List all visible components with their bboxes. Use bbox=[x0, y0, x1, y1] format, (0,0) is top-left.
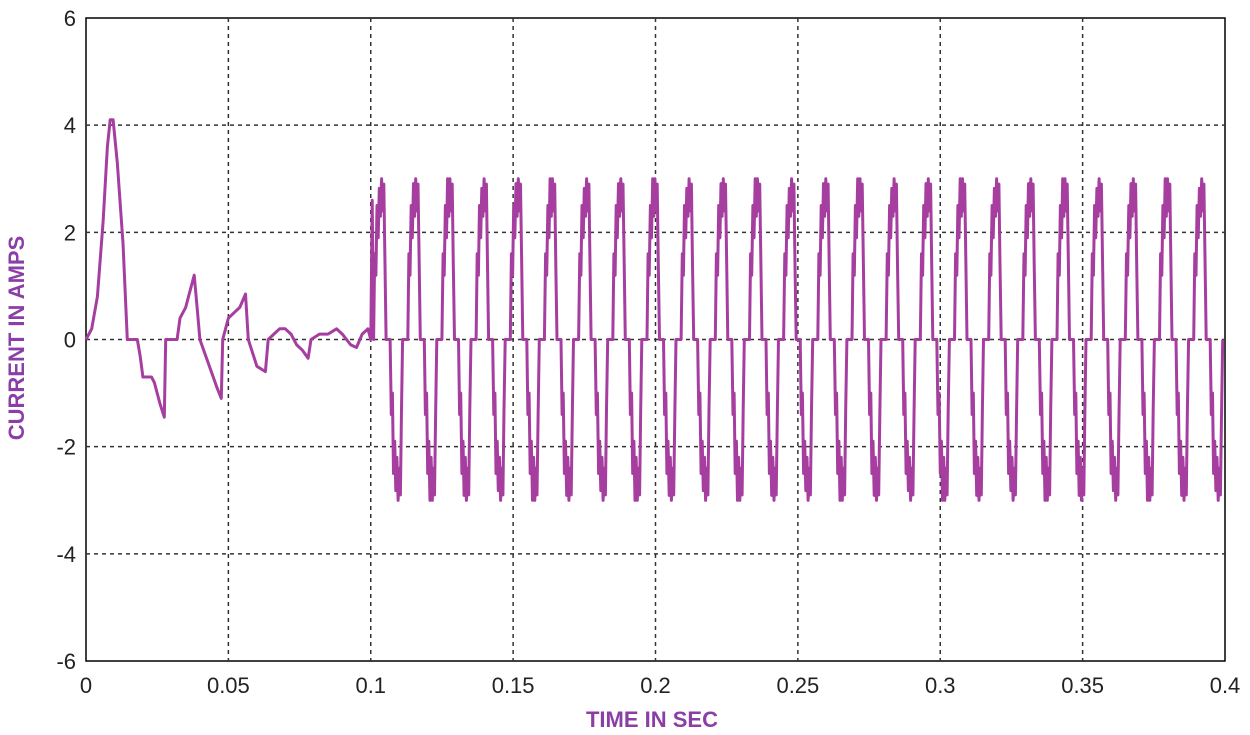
y-tick-label: 6 bbox=[64, 6, 76, 31]
y-tick-label: -4 bbox=[56, 542, 76, 567]
x-tick-label: 0 bbox=[80, 673, 92, 698]
y-tick-label: 4 bbox=[64, 113, 76, 138]
current-series-line bbox=[84, 118, 1225, 502]
x-tick-labels: 0 0.05 0.1 0.15 0.2 0.25 0.3 0.35 0.4 bbox=[80, 673, 1240, 698]
series-group bbox=[84, 118, 1225, 502]
y-tick-label: 2 bbox=[64, 220, 76, 245]
x-tick-label: 0.25 bbox=[776, 673, 819, 698]
y-tick-label: -6 bbox=[56, 649, 76, 674]
x-axis-label: TIME IN SEC bbox=[586, 707, 718, 732]
x-tick-label: 0.2 bbox=[640, 673, 671, 698]
x-tick-label: 0.15 bbox=[492, 673, 535, 698]
y-tick-label: 0 bbox=[64, 328, 76, 353]
y-tick-label: -2 bbox=[56, 435, 76, 460]
y-axis-label: CURRENT IN AMPS bbox=[4, 236, 29, 441]
x-tick-label: 0.4 bbox=[1210, 673, 1241, 698]
x-tick-label: 0.3 bbox=[925, 673, 956, 698]
y-tick-labels: 6 4 2 0 -2 -4 -6 bbox=[56, 6, 76, 674]
x-tick-label: 0.05 bbox=[207, 673, 250, 698]
x-tick-label: 0.1 bbox=[355, 673, 386, 698]
x-tick-label: 0.35 bbox=[1061, 673, 1104, 698]
